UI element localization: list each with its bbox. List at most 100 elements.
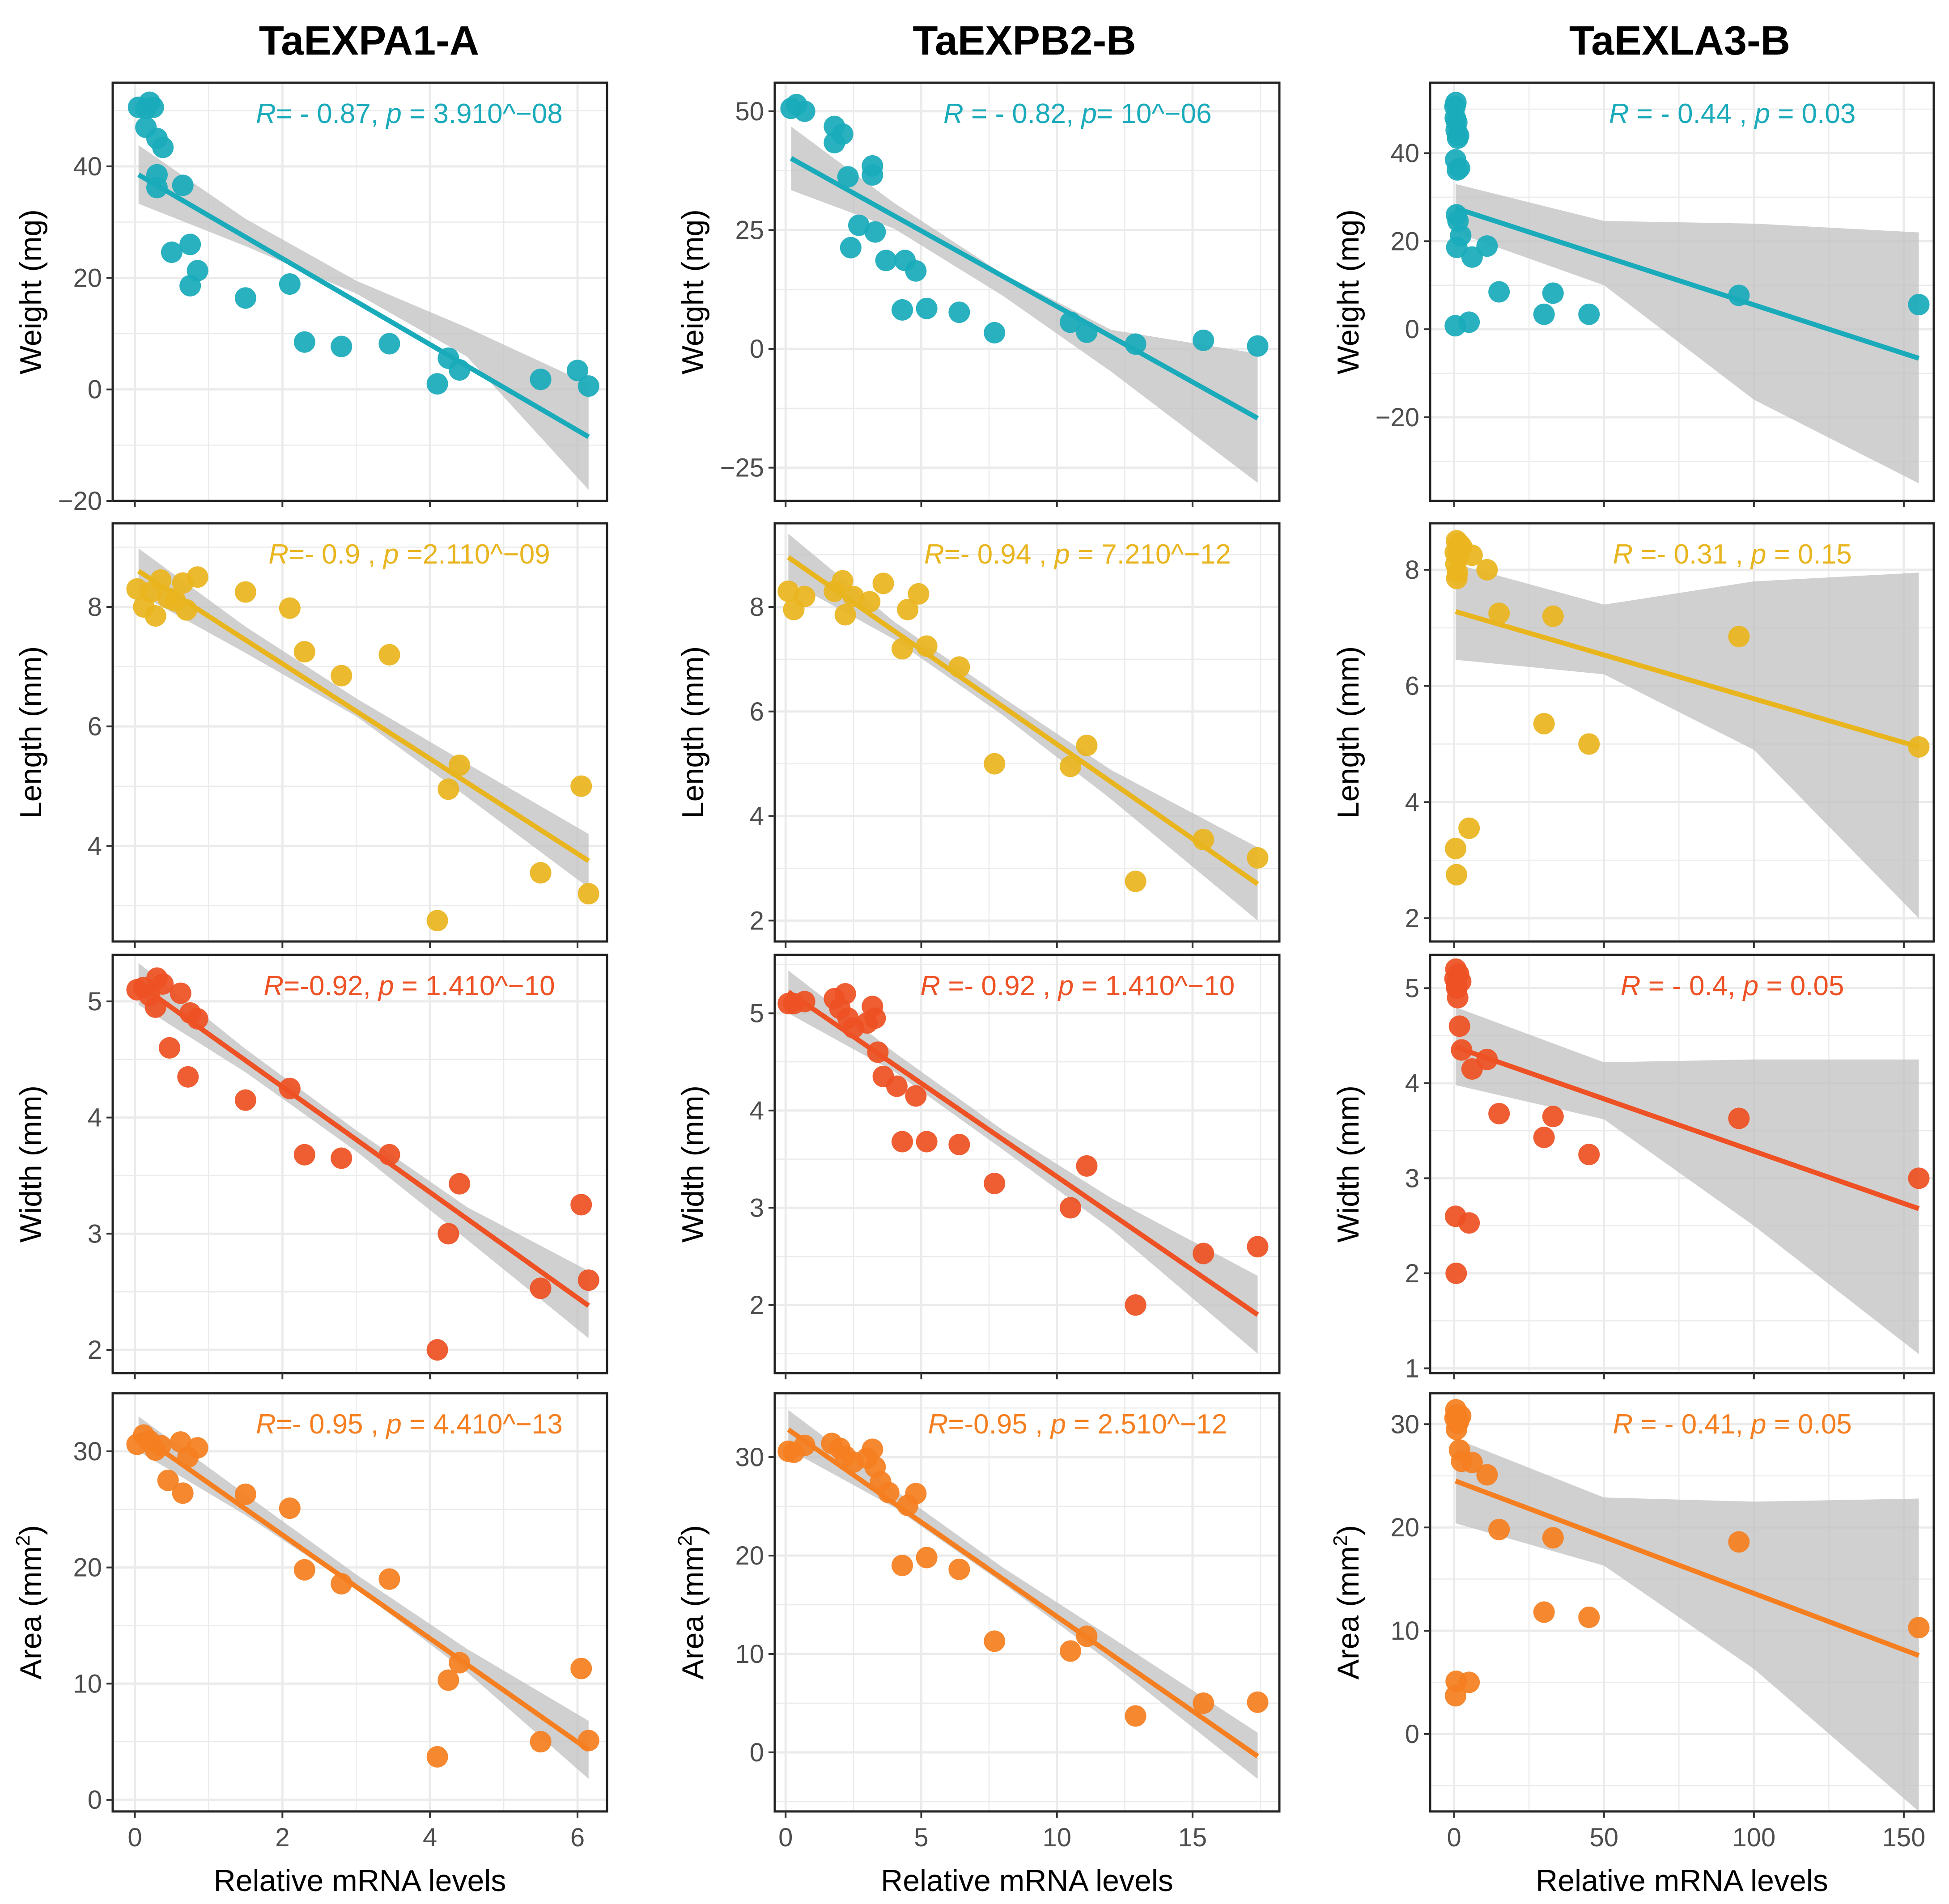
correlation-annotation: R = - 0.41, p = 0.05 bbox=[1613, 1409, 1851, 1440]
data-point bbox=[293, 641, 315, 663]
data-point bbox=[1458, 817, 1480, 839]
regression-line bbox=[787, 555, 1259, 886]
data-point bbox=[1450, 1405, 1472, 1427]
y-tick-label: 30 bbox=[73, 1437, 102, 1466]
y-axis-title: Length (mm) bbox=[676, 646, 710, 818]
data-point bbox=[1476, 235, 1498, 257]
data-point bbox=[1076, 734, 1098, 756]
panel-frame bbox=[111, 81, 608, 502]
data-point bbox=[179, 233, 201, 255]
y-tick-label: 0 bbox=[750, 335, 764, 364]
data-point bbox=[1444, 838, 1466, 860]
y-tick-label: 0 bbox=[88, 1785, 102, 1815]
column-title-taexpb2: TaEXPB2-B bbox=[913, 18, 1136, 64]
data-point bbox=[279, 273, 301, 295]
confidence-band bbox=[1455, 1438, 1919, 1811]
y-tick-label: 0 bbox=[750, 1738, 764, 1767]
data-point bbox=[864, 221, 886, 243]
y-tick-label: 5 bbox=[88, 987, 102, 1016]
data-point bbox=[530, 1731, 552, 1753]
regression-line bbox=[137, 1432, 590, 1752]
confidence-band bbox=[1455, 564, 1919, 919]
data-point bbox=[1461, 544, 1483, 566]
correlation-annotation: R =- 0.92 , p = 1.410^−10 bbox=[920, 971, 1235, 1001]
y-axis-title: Area (mm2) bbox=[12, 1525, 48, 1680]
data-point bbox=[1578, 303, 1600, 325]
y-axis-title: Width (mm) bbox=[14, 1086, 48, 1242]
data-point bbox=[824, 131, 845, 153]
data-point bbox=[234, 581, 256, 603]
y-axis-title: Width (mm) bbox=[1331, 1086, 1365, 1242]
data-point bbox=[577, 1269, 599, 1291]
data-point bbox=[449, 754, 471, 776]
data-point bbox=[577, 883, 599, 905]
data-point bbox=[1476, 1464, 1498, 1486]
correlation-annotation: R = - 0.4, p = 0.05 bbox=[1621, 971, 1844, 1001]
data-point bbox=[279, 597, 301, 619]
confidence-band bbox=[1455, 184, 1919, 483]
y-axis-title: Area (mm2) bbox=[1329, 1525, 1365, 1680]
data-point bbox=[170, 982, 191, 1004]
data-point bbox=[1461, 246, 1483, 268]
correlation-annotation: R =- 0.31 , p = 0.15 bbox=[1613, 539, 1851, 570]
panel-frame bbox=[1429, 1392, 1935, 1813]
x-tick-label: 4 bbox=[423, 1823, 437, 1852]
y-tick-label: 2 bbox=[750, 906, 764, 935]
y-tick-label: 20 bbox=[73, 1553, 102, 1582]
data-point bbox=[1445, 864, 1467, 886]
data-point bbox=[1125, 1294, 1146, 1316]
x-axis-title: Relative mRNA levels bbox=[1536, 1864, 1828, 1898]
data-point bbox=[530, 862, 552, 884]
y-tick-label: −25 bbox=[720, 454, 764, 483]
data-point bbox=[1533, 1127, 1555, 1148]
data-point bbox=[1458, 1212, 1480, 1234]
y-tick-label: 40 bbox=[1390, 139, 1419, 168]
data-point bbox=[840, 237, 862, 259]
data-point bbox=[437, 1669, 459, 1691]
regression-line bbox=[1455, 1479, 1920, 1658]
data-point bbox=[1193, 1242, 1214, 1264]
data-point bbox=[892, 1555, 913, 1576]
data-point bbox=[1458, 1671, 1480, 1693]
y-axis-title: Length (mm) bbox=[14, 646, 48, 818]
data-point bbox=[948, 1558, 970, 1580]
data-point bbox=[530, 369, 552, 390]
data-point bbox=[577, 375, 599, 397]
panel-frame bbox=[1429, 522, 1935, 943]
panel-frame bbox=[111, 1392, 608, 1813]
y-tick-label: 10 bbox=[1390, 1616, 1419, 1645]
y-tick-label: 2 bbox=[1405, 904, 1419, 933]
y-tick-label: 30 bbox=[1390, 1410, 1419, 1439]
x-tick-label: 15 bbox=[1178, 1823, 1207, 1852]
data-point bbox=[187, 566, 208, 588]
data-point bbox=[1488, 281, 1510, 303]
y-tick-label: 1 bbox=[1405, 1354, 1419, 1383]
y-tick-label: 2 bbox=[750, 1291, 764, 1320]
panel-frame bbox=[1429, 81, 1935, 502]
data-point bbox=[862, 155, 883, 177]
data-point bbox=[984, 1172, 1006, 1194]
y-axis-title: Width (mm) bbox=[676, 1086, 710, 1242]
regression-line bbox=[1455, 1044, 1920, 1211]
x-tick-label: 6 bbox=[570, 1823, 585, 1852]
regression-line bbox=[1455, 609, 1920, 750]
correlation-annotation: R=- 0.94 , p = 7.210^−12 bbox=[924, 539, 1231, 570]
data-point bbox=[1458, 311, 1480, 333]
data-point bbox=[1445, 92, 1467, 114]
data-point bbox=[872, 572, 894, 594]
data-point bbox=[293, 1144, 315, 1166]
data-point bbox=[832, 570, 853, 592]
data-point bbox=[1125, 870, 1146, 892]
data-point bbox=[864, 1007, 886, 1029]
data-point bbox=[1488, 602, 1510, 624]
data-point bbox=[948, 1134, 970, 1156]
data-point bbox=[570, 1194, 592, 1216]
data-point bbox=[859, 591, 881, 613]
data-point bbox=[984, 753, 1006, 775]
data-point bbox=[897, 598, 919, 620]
data-point bbox=[1446, 237, 1468, 259]
data-point bbox=[570, 775, 592, 797]
panel-r1c1: 2 4 6 8 R=- 0.94 , p = 7.210^−12 Length (mm) bbox=[676, 522, 1281, 948]
y-tick-label: 5 bbox=[1405, 974, 1419, 1003]
